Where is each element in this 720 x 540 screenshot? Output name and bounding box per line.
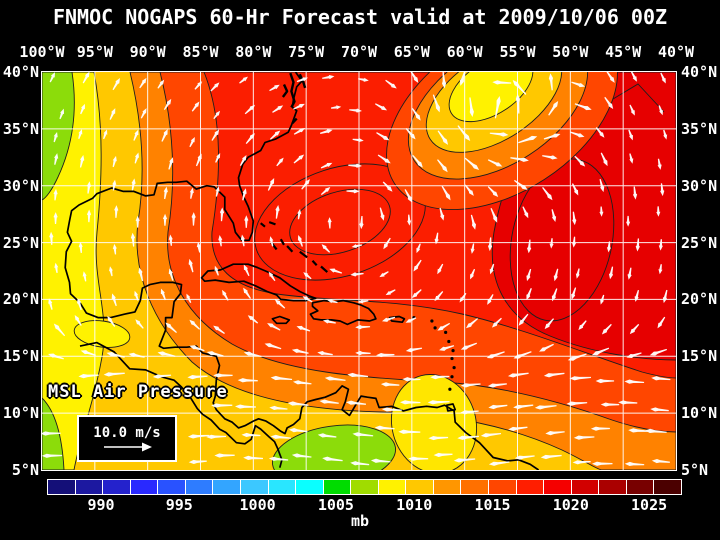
lon-label: 55°W (499, 43, 536, 61)
lat-label: 5°N (11, 461, 39, 479)
pressure-map-svg (42, 72, 676, 470)
colorbar-segment (75, 480, 103, 494)
colorbar-segment (516, 480, 544, 494)
colorbar-segment (323, 480, 351, 494)
msl-overlay-label: MSL Air Pressure (48, 382, 228, 402)
colorbar-tick: 995 (165, 496, 193, 514)
lon-label: 45°W (605, 43, 642, 61)
lat-label: 35°N (681, 119, 718, 138)
wind-legend-box: 10.0 m/s (77, 415, 177, 462)
lon-label: 90°W (129, 43, 166, 61)
colorbar-segment (268, 480, 296, 494)
lon-label: 70°W (340, 43, 378, 61)
colorbar-segment (158, 480, 185, 494)
lon-label: 85°W (182, 43, 219, 61)
lat-label: 30°N (681, 176, 718, 195)
lon-label: 95°W (76, 43, 113, 61)
colorbar-segment (406, 480, 433, 494)
lat-label: 20°N (681, 290, 718, 309)
colorbar-segment (185, 480, 213, 494)
lat-label: 25°N (2, 233, 39, 252)
lat-label: 30°N (2, 176, 39, 195)
lat-label: 15°N (2, 347, 39, 366)
lat-label: 35°N (2, 119, 39, 138)
colorbar-segment (351, 480, 378, 494)
colorbar-segment (213, 480, 240, 494)
lon-label: 65°W (393, 43, 430, 61)
colorbar (47, 479, 682, 495)
wind-speed-label: 10.0 m/s (93, 424, 161, 441)
colorbar-segment (544, 480, 571, 494)
colorbar-segment (433, 480, 461, 494)
lat-label: 25°N (681, 233, 718, 252)
colorbar-tick: 1005 (317, 496, 354, 514)
colorbar-segment (296, 480, 323, 494)
colorbar-tick: 990 (87, 496, 115, 514)
lat-label: 40°N (2, 63, 39, 81)
colorbar-segment (654, 480, 681, 494)
colorbar-segment (489, 480, 516, 494)
page-title: FNMOC NOGAPS 60-Hr Forecast valid at 200… (52, 5, 668, 29)
colorbar-segment (130, 480, 158, 494)
lat-label: 40°N (681, 63, 718, 81)
colorbar-unit: mb (350, 512, 370, 530)
lon-label: 100°W (19, 43, 65, 61)
lat-label: 15°N (681, 347, 718, 366)
colorbar-tick: 1020 (552, 496, 589, 514)
colorbar-segment (240, 480, 268, 494)
colorbar-segment (571, 480, 599, 494)
lat-label: 20°N (2, 290, 39, 309)
lon-label: 60°W (446, 43, 483, 61)
colorbar-segment (461, 480, 488, 494)
wind-reference-arrow-icon (104, 442, 152, 451)
map-plot (41, 71, 677, 471)
lon-label: 40°W (657, 43, 695, 61)
colorbar-segment (626, 480, 654, 494)
lat-label: 5°N (681, 461, 709, 479)
lon-label: 75°W (288, 43, 325, 61)
lat-label: 10°N (2, 404, 39, 423)
colorbar-tick: 1015 (474, 496, 511, 514)
lat-label: 10°N (681, 404, 718, 423)
colorbar-segment (599, 480, 626, 494)
colorbar-segment (103, 480, 130, 494)
colorbar-tick: 1000 (239, 496, 276, 514)
lon-label: 80°W (235, 43, 272, 61)
colorbar-tick: 1010 (396, 496, 433, 514)
colorbar-tick: 1025 (631, 496, 668, 514)
lon-label: 50°W (552, 43, 589, 61)
colorbar-segment (48, 480, 75, 494)
colorbar-segment (378, 480, 406, 494)
